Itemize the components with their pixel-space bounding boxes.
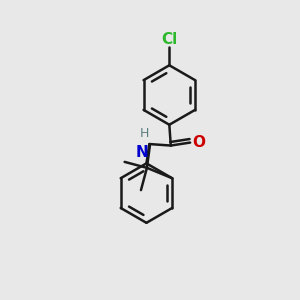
Text: Cl: Cl — [161, 32, 177, 46]
Text: H: H — [140, 127, 149, 140]
Text: N: N — [136, 145, 149, 160]
Text: O: O — [193, 135, 206, 150]
